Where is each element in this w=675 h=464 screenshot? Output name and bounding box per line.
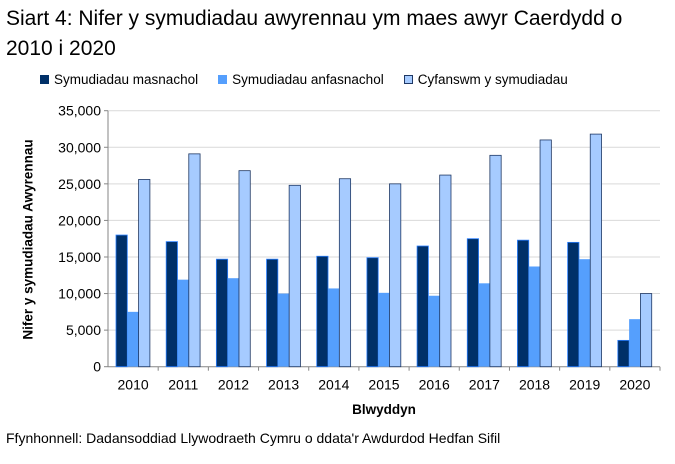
y-tick-label: 25,000	[58, 176, 101, 192]
bar	[629, 319, 641, 367]
legend-swatch	[40, 75, 49, 84]
y-tick-label: 0	[93, 359, 101, 375]
x-tick-label: 2017	[469, 377, 500, 393]
x-tick-label: 2016	[419, 377, 450, 393]
y-tick-label: 20,000	[58, 212, 101, 228]
bar	[589, 133, 602, 368]
bar	[478, 283, 490, 367]
x-tick-label: 2014	[318, 377, 349, 393]
x-axis-label: Blwyddyn	[352, 402, 416, 417]
bar	[389, 183, 402, 368]
legend-item: Cyfanswm y symudiadau	[403, 72, 568, 87]
source-note: Ffynhonnell: Dadansoddiad Llywodraeth Cy…	[6, 430, 501, 446]
y-tick-label: 10,000	[58, 286, 101, 302]
y-tick-label: 5,000	[66, 322, 101, 338]
bar	[416, 245, 429, 368]
x-tick-label: 2012	[218, 377, 249, 393]
bar	[567, 241, 580, 368]
x-tick-label: 2013	[268, 377, 299, 393]
bar	[328, 288, 340, 367]
bar	[366, 257, 379, 368]
bar	[517, 239, 530, 368]
bar	[127, 311, 139, 367]
bar	[288, 184, 301, 368]
bar	[640, 293, 653, 368]
bar	[466, 238, 479, 368]
bar	[316, 255, 329, 368]
y-tick-label: 15,000	[58, 249, 101, 265]
legend-label: Symudiadau anfasnachol	[232, 72, 384, 87]
x-tick-label: 2015	[368, 377, 399, 393]
bar	[188, 153, 201, 368]
chart-title: Siart 4: Nifer y symudiadau awyrennau ym…	[6, 7, 623, 60]
bar	[617, 339, 630, 368]
y-tick-label: 35,000	[58, 103, 101, 119]
bar	[115, 234, 128, 368]
x-tick-label: 2018	[519, 377, 550, 393]
legend-swatch	[218, 75, 228, 84]
x-tick-label: 2010	[118, 377, 149, 393]
x-tick-label: 2011	[168, 377, 198, 393]
bar	[439, 174, 452, 368]
legend-item: Symudiadau anfasnachol	[218, 72, 384, 87]
x-tick-label: 2020	[619, 377, 650, 393]
bar	[238, 170, 251, 368]
bar	[528, 266, 541, 367]
y-tick-label: 30,000	[58, 139, 101, 155]
bar	[227, 278, 239, 367]
legend-item: Symudiadau masnachol	[40, 72, 198, 87]
bar	[277, 293, 290, 367]
bar	[578, 259, 591, 367]
bar	[378, 292, 390, 367]
bar	[177, 279, 189, 367]
bar	[215, 258, 229, 368]
legend-label: Cyfanswm y symudiadau	[417, 72, 568, 87]
bar	[138, 179, 151, 368]
bar	[165, 241, 178, 368]
x-tick-label: 2019	[569, 377, 600, 393]
bar	[489, 154, 502, 368]
legend: Symudiadau masnachol Symudiadau anfasnac…	[40, 72, 568, 87]
bar	[539, 139, 552, 368]
bar	[266, 258, 279, 368]
legend-swatch	[403, 75, 413, 84]
bar	[338, 178, 352, 368]
bar	[428, 295, 440, 367]
legend-label: Symudiadau masnachol	[54, 72, 199, 87]
